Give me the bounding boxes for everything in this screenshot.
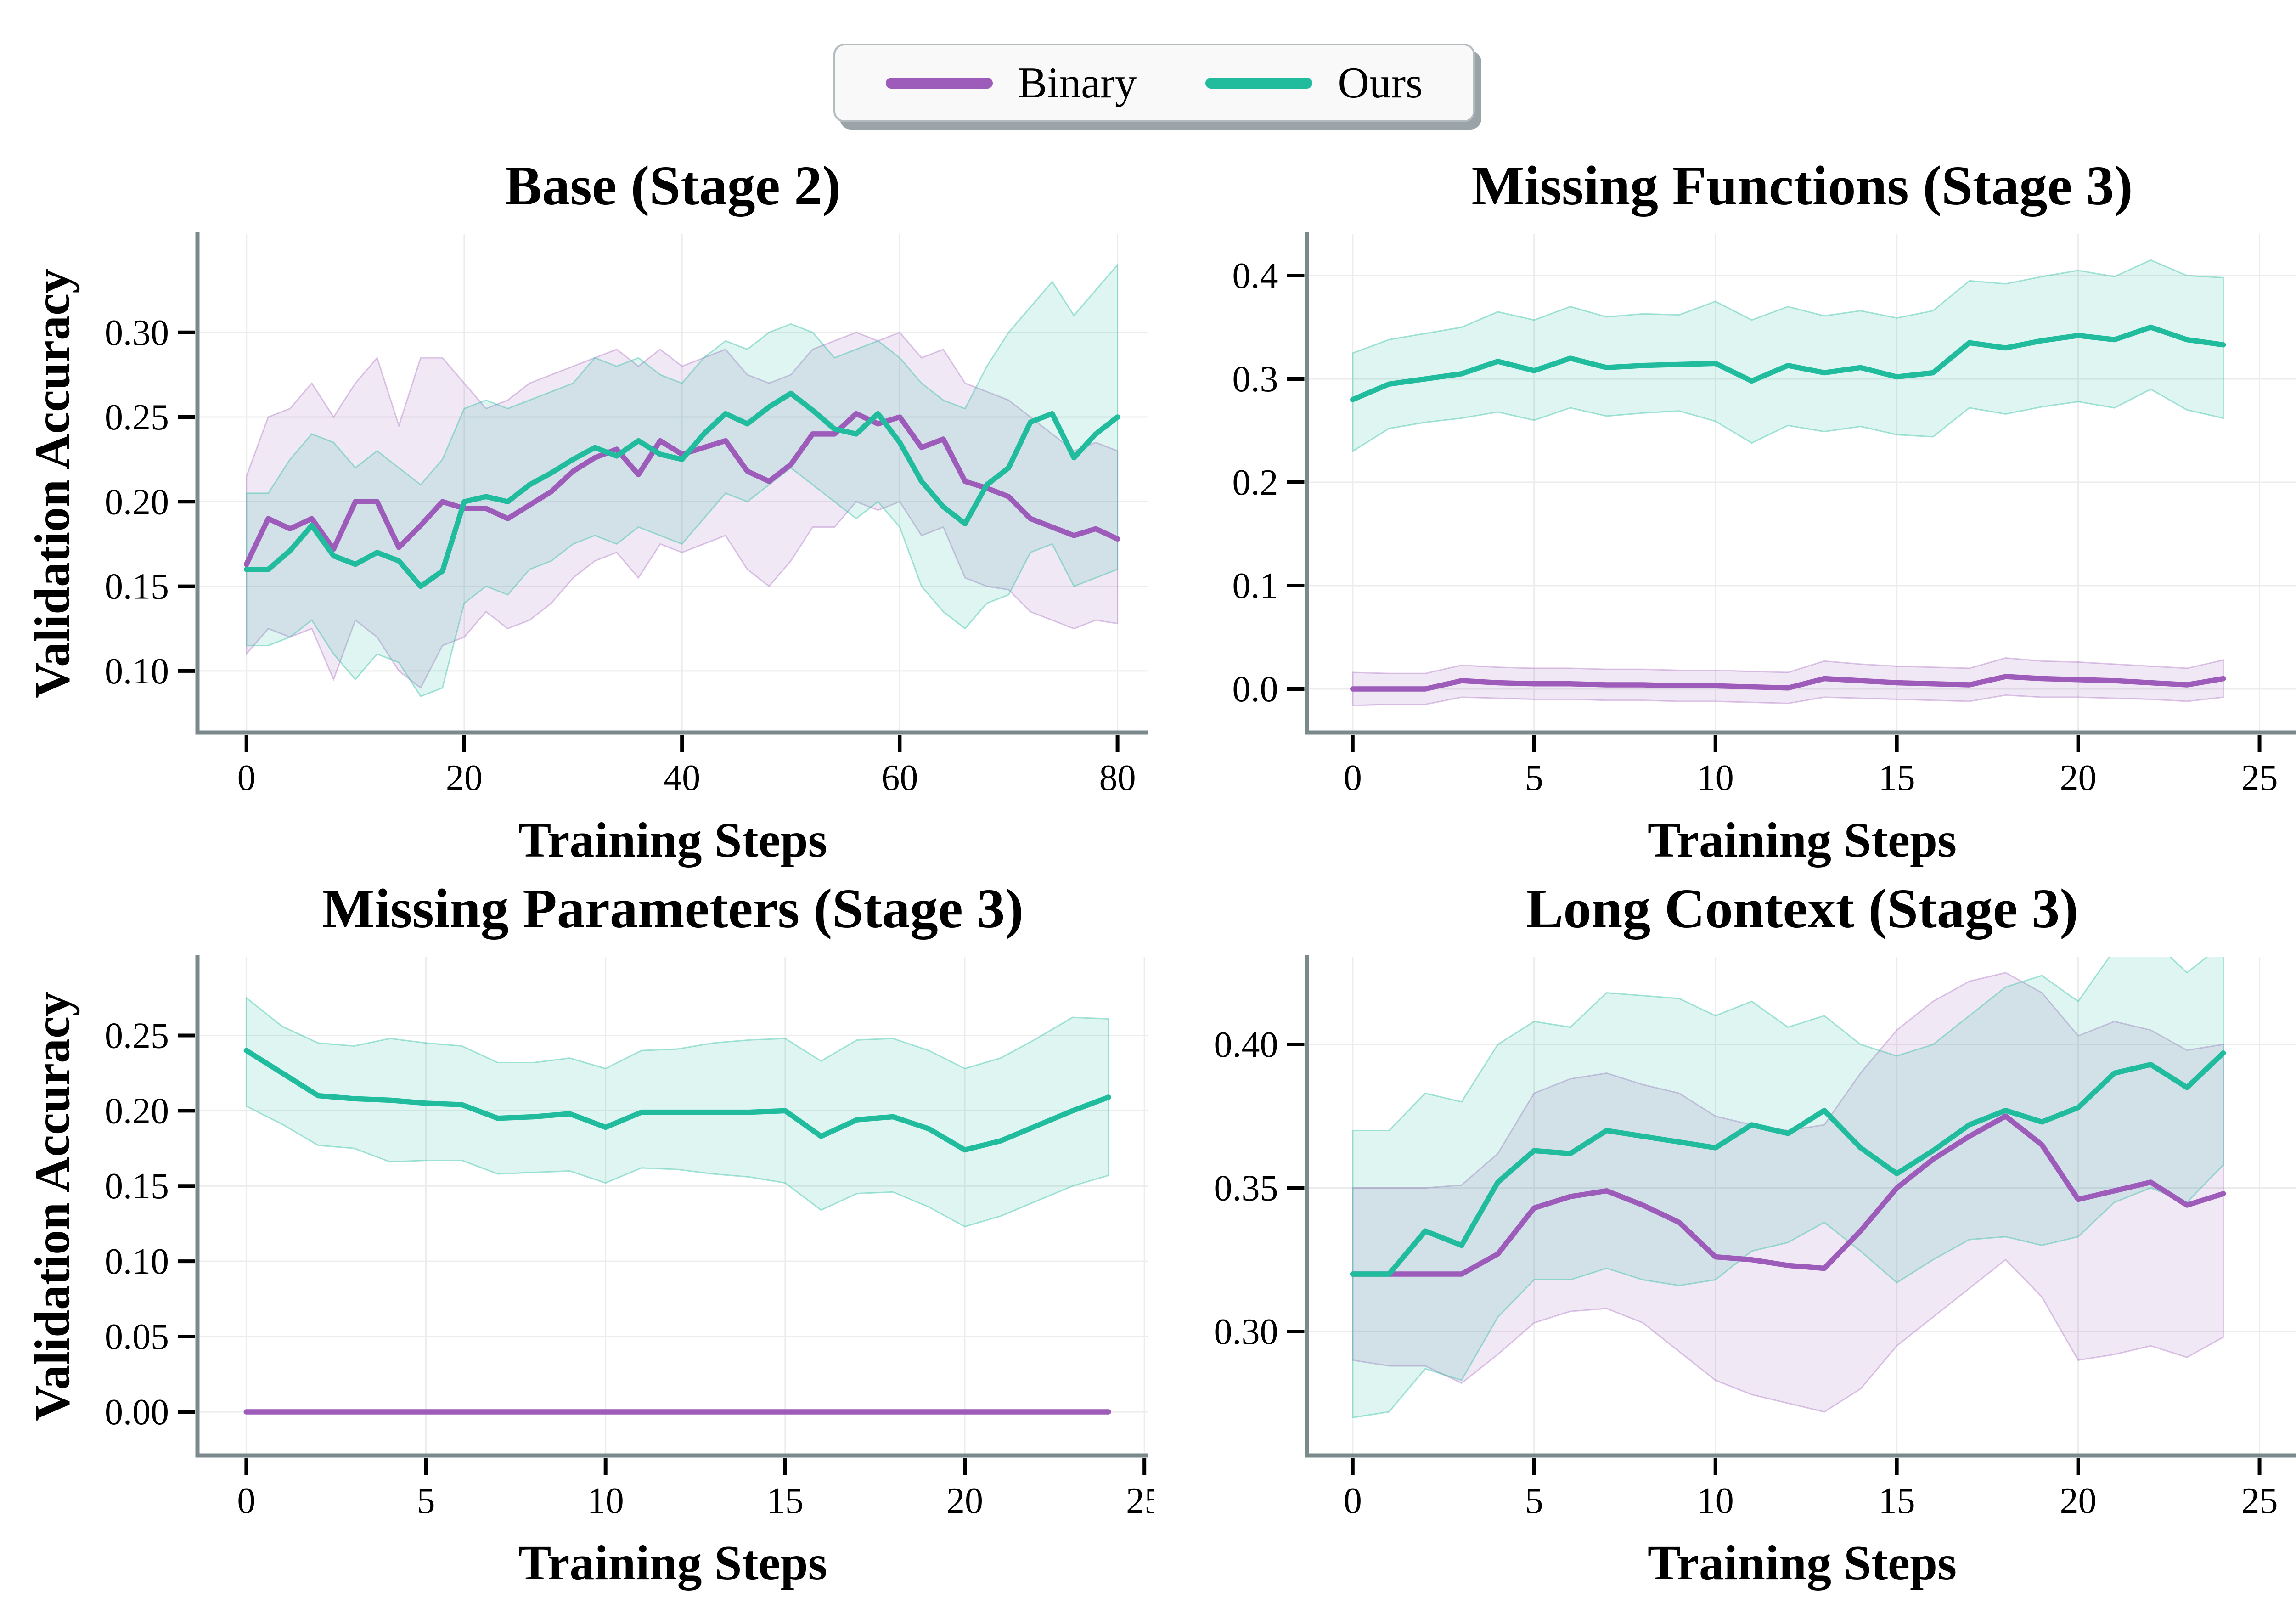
binary-confidence-band (1352, 657, 2224, 706)
chart-long-context-stage-3: 0 5 10 15 20 25 0.30 0.35 0.40 Long Context (Stag… (1214, 879, 2296, 1591)
x-tick-label: 15 (1879, 1481, 1915, 1521)
y-tick-label: 0.10 (105, 651, 169, 692)
binary-mean-line (1350, 1113, 2226, 1277)
chart-missing-functions-stage-3: 0 5 10 15 20 25 0.0 0.1 0.2 0.3 0.4 Missing Functio… (1232, 156, 2296, 868)
ours-mean-line (243, 1048, 1111, 1153)
y-tick-label: 0.05 (105, 1317, 169, 1357)
x-axis-label: Training Steps (518, 813, 827, 868)
x-axis-label: Training Steps (518, 1536, 827, 1591)
plot-area (243, 263, 1120, 697)
y-tick-label: 0.30 (1214, 1312, 1278, 1352)
y-axis-label: Validation Accuracy (25, 269, 80, 698)
x-tick-label: 20 (946, 1481, 983, 1521)
ours-confidence-band (1352, 957, 2224, 1419)
ours-mean-line (1350, 324, 2226, 402)
x-tick-label: 25 (1126, 1481, 1154, 1521)
y-tick-label: 0.3 (1232, 359, 1278, 400)
x-tick-label: 25 (2241, 758, 2278, 798)
ours-confidence-band (1352, 259, 2224, 453)
ours-mean-line (243, 390, 1120, 589)
x-tick-label: 0 (237, 1481, 255, 1521)
plot-area (243, 996, 1111, 1415)
ours-mean-line (1350, 1050, 2226, 1277)
x-tick-label: 25 (2241, 1481, 2278, 1521)
x-tick-label: 0 (1344, 758, 1362, 798)
y-tick-label: 0.15 (105, 1166, 169, 1207)
legend-row: Binary Ours (0, 0, 2296, 156)
x-tick-label: 80 (1099, 758, 1136, 798)
x-tick-label: 15 (1879, 758, 1915, 798)
x-tick-label: 60 (881, 758, 918, 798)
legend-item-ours: Ours (1205, 61, 1423, 105)
ours-line-swatch (1205, 77, 1313, 89)
y-axis-label: Validation Accuracy (25, 992, 80, 1421)
x-tick-label: 40 (664, 758, 700, 798)
y-tick-label: 0.1 (1232, 566, 1278, 606)
y-tick-label: 0.30 (105, 313, 169, 353)
x-tick-label: 20 (2060, 1481, 2097, 1521)
y-tick-label: 0.4 (1232, 256, 1278, 296)
ours-confidence-band (246, 263, 1119, 697)
x-tick-label: 5 (417, 1481, 435, 1521)
plot-area (1350, 957, 2226, 1419)
y-tick-label: 0.35 (1214, 1168, 1278, 1209)
chart-title: Missing Functions (Stage 3) (1471, 156, 2133, 217)
y-tick-label: 0.20 (105, 482, 169, 522)
binary-mean-line (1350, 674, 2226, 692)
y-tick-label: 0.25 (105, 397, 169, 438)
binary-line-swatch (885, 77, 993, 89)
chart-title: Missing Parameters (Stage 3) (322, 879, 1024, 940)
legend-label-binary: Binary (1018, 58, 1137, 107)
x-tick-label: 15 (767, 1481, 804, 1521)
y-tick-label: 0.00 (105, 1392, 169, 1433)
legend-label-ours: Ours (1338, 58, 1423, 107)
x-axis-label: Training Steps (1648, 813, 1957, 868)
legend-item-binary: Binary (885, 58, 1137, 107)
y-tick-label: 0.25 (105, 1015, 169, 1056)
y-tick-label: 0.0 (1232, 669, 1278, 710)
x-tick-label: 0 (237, 758, 256, 798)
binary-mean-line (243, 411, 1120, 567)
x-tick-label: 5 (1525, 1481, 1543, 1521)
x-tick-label: 0 (1344, 1481, 1362, 1521)
y-tick-label: 0.2 (1232, 463, 1278, 503)
y-tick-label: 0.15 (105, 567, 169, 607)
x-tick-label: 10 (587, 1481, 624, 1521)
binary-confidence-band (1352, 972, 2224, 1413)
plot-area (1350, 259, 2226, 706)
chart-base-stage-2: 0 20 40 60 80 0.10 0.15 0.20 0.25 0.30 Base (Stage… (25, 156, 1148, 868)
legend: Binary Ours (833, 44, 1475, 122)
x-tick-label: 5 (1525, 758, 1543, 798)
x-tick-label: 20 (2060, 758, 2097, 798)
x-tick-label: 10 (1697, 758, 1734, 798)
x-axis-label: Training Steps (1648, 1536, 1957, 1591)
y-tick-label: 0.10 (105, 1241, 169, 1282)
chart-title: Base (Stage 2) (505, 156, 841, 217)
chart-missing-parameters-stage-3: 0 5 10 15 20 25 0.00 0.05 0.10 0.15 0.20 0.25 Missin… (25, 879, 1154, 1591)
chart-title: Long Context (Stage 3) (1526, 879, 2078, 940)
y-tick-label: 0.20 (105, 1091, 169, 1131)
x-tick-label: 20 (446, 758, 483, 798)
x-tick-label: 10 (1697, 1481, 1734, 1521)
charts-grid: 0 20 40 60 80 0.10 0.15 0.20 0.25 0.30 Base (Stage… (0, 156, 2296, 1602)
y-tick-label: 0.40 (1214, 1025, 1278, 1065)
